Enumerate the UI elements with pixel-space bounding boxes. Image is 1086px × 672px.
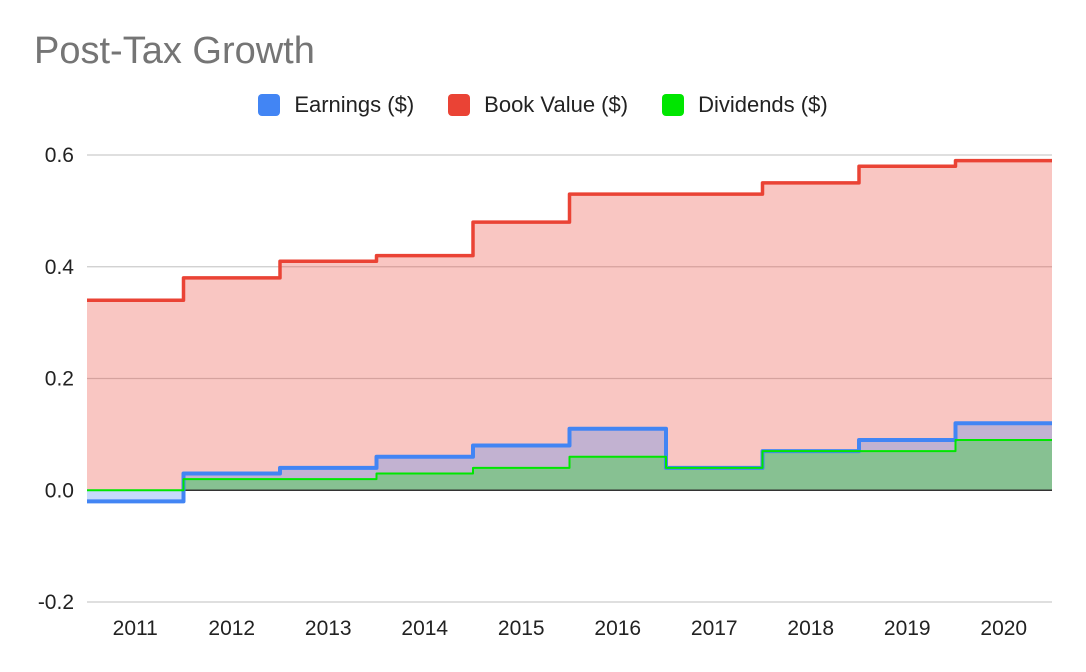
x-tick-label: 2017 xyxy=(691,617,738,640)
chart-legend: Earnings ($) Book Value ($) Dividends ($… xyxy=(0,92,1086,118)
y-tick-label: 0.4 xyxy=(45,256,75,279)
series-line-earnings[interactable] xyxy=(87,421,1052,504)
series-lines xyxy=(87,158,1052,504)
legend-swatch-book-value xyxy=(448,94,471,116)
y-tick-label: -0.2 xyxy=(38,591,74,614)
y-axis-tick-labels: -0.2 0.0 0.2 0.4 0.6 xyxy=(38,144,74,614)
chart-title: Post-Tax Growth xyxy=(34,30,315,72)
y-tick-label: 0.0 xyxy=(45,479,74,502)
x-tick-label: 2011 xyxy=(113,617,158,640)
x-tick-label: 2014 xyxy=(401,617,448,640)
legend-item-earnings[interactable]: Earnings ($) xyxy=(258,92,414,118)
legend-label-earnings: Earnings ($) xyxy=(294,92,415,117)
series-area-book-value xyxy=(87,160,1052,491)
legend-swatch-dividends xyxy=(662,94,685,116)
y-tick-label: 0.2 xyxy=(45,368,74,391)
x-tick-label: 2016 xyxy=(594,617,641,640)
legend-swatch-earnings xyxy=(258,94,281,116)
x-tick-label: 2018 xyxy=(787,617,834,640)
series-line-book-value[interactable] xyxy=(87,158,1052,303)
legend-label-dividends: Dividends ($) xyxy=(698,92,828,117)
legend-item-book-value[interactable]: Book Value ($) xyxy=(448,92,628,118)
x-tick-label: 2019 xyxy=(884,617,931,640)
legend-item-dividends[interactable]: Dividends ($) xyxy=(662,92,828,118)
x-tick-label: 2012 xyxy=(208,617,255,640)
x-tick-label: 2015 xyxy=(498,617,545,640)
y-tick-label: 0.6 xyxy=(45,144,74,167)
x-tick-label: 2020 xyxy=(980,617,1027,640)
x-axis-tick-labels: 2011 2012 2013 2014 2015 2016 2017 2018 2019 2020 xyxy=(113,617,1027,640)
legend-label-book-value: Book Value ($) xyxy=(484,92,629,117)
x-tick-label: 2013 xyxy=(305,617,352,640)
series-line-dividends[interactable] xyxy=(87,439,1052,492)
